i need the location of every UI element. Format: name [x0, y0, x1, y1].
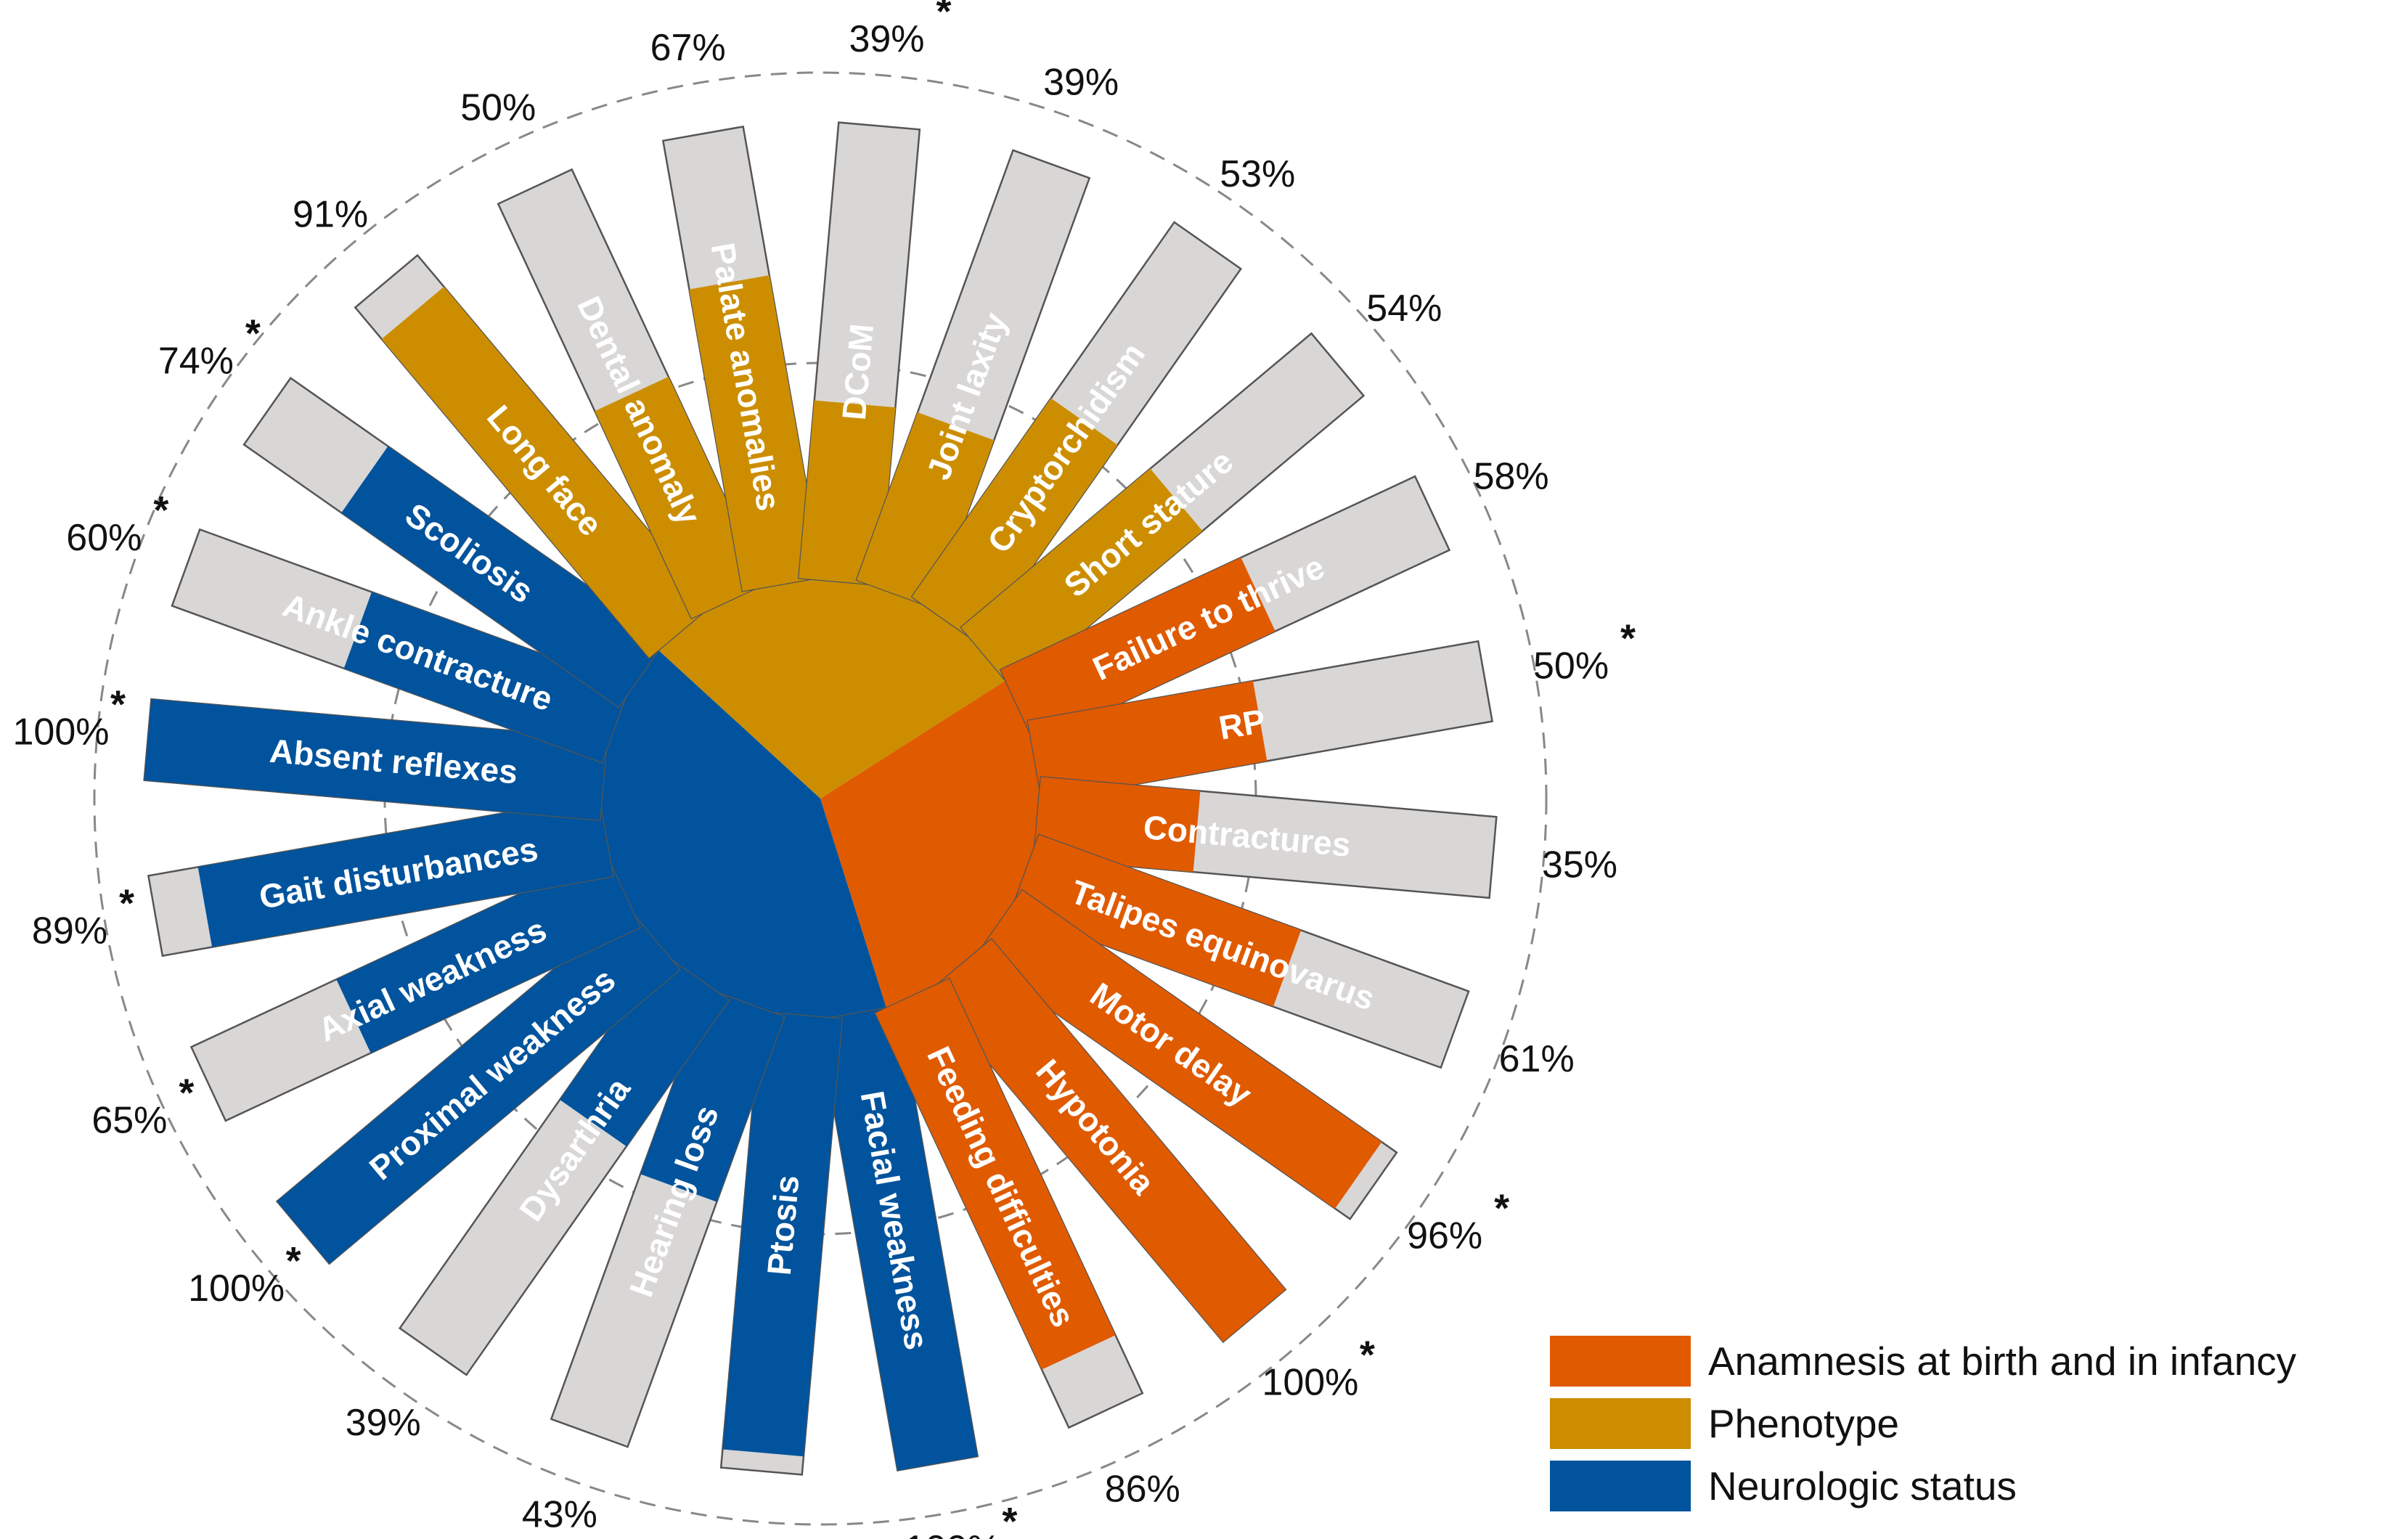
- bar-facial-weakness: [817, 1005, 979, 1472]
- value-label-dental-anomaly: 50%: [460, 86, 536, 128]
- value-label-gait-disturbances: 89%: [32, 910, 107, 952]
- bar-axial-weakness: [189, 852, 642, 1122]
- bar-fill-proximal-weakness: [277, 907, 680, 1264]
- bar-label-dcom: DCoM: [835, 322, 881, 422]
- bar-fill-ptosis: [722, 1011, 842, 1457]
- legend-swatch-phenotype: [1550, 1398, 1691, 1449]
- value-label-talipes-equinovarus: 61%: [1499, 1038, 1575, 1080]
- significance-star-dcom: *: [936, 0, 952, 33]
- bar-fill-facial-weakness: [817, 1005, 978, 1471]
- legend-item-phenotype: Phenotype: [1550, 1392, 2296, 1455]
- value-label-dysarthria: 39%: [346, 1402, 421, 1444]
- significance-star-gait-disturbances: *: [119, 881, 134, 925]
- bar-fill-axial-weakness: [336, 854, 640, 1053]
- legend-swatch-anamnesis: [1550, 1336, 1691, 1387]
- bar-fill-gait-disturbances: [197, 796, 613, 947]
- value-label-motor-delay: 96%: [1407, 1215, 1482, 1257]
- bar-feeding-difficulties: [874, 977, 1144, 1429]
- bar-gait-disturbances: [147, 795, 614, 958]
- value-labels: 100%*96%43%39%100%*65%*89%*100%*60%*74%*…: [12, 0, 1636, 1539]
- value-label-proximal-weakness: 100%: [188, 1267, 285, 1310]
- bar-rp: [1027, 640, 1494, 802]
- value-label-dcom: 39%: [849, 18, 924, 60]
- significance-star-rp: *: [1620, 617, 1636, 661]
- bar-ptosis: [719, 1011, 843, 1476]
- bar-palate-anomalies: [661, 125, 824, 592]
- value-label-palate-anomalies: 67%: [650, 27, 726, 69]
- value-label-rp: 50%: [1533, 645, 1609, 687]
- value-label-ptosis: 96%: [716, 1537, 791, 1539]
- legend-label-phenotype: Phenotype: [1708, 1401, 1899, 1446]
- bar-fill-motor-delay: [975, 890, 1382, 1209]
- legend-item-neurologic: Neurologic status: [1550, 1455, 2296, 1517]
- value-label-contractures: 35%: [1542, 844, 1617, 886]
- bar-proximal-weakness: [275, 906, 681, 1265]
- significance-star-axial-weakness: *: [179, 1071, 194, 1115]
- bar-fill-absent-reflexes: [144, 699, 608, 820]
- bar-failure-to-thrive: [999, 475, 1451, 745]
- value-label-absent-reflexes: 100%: [12, 711, 109, 753]
- bar-joint-laxity: [855, 149, 1091, 609]
- significance-star-facial-weakness: *: [1002, 1500, 1017, 1539]
- value-label-scoliosis: 74%: [158, 340, 234, 383]
- bar-talipes-equinovarus: [1010, 833, 1470, 1069]
- bar-label-ptosis: Ptosis: [760, 1174, 807, 1277]
- significance-star-ankle-contracture: *: [153, 489, 168, 532]
- bar-fill-dysarthria: [560, 953, 729, 1147]
- bar-fill-cryptorchidism: [912, 398, 1118, 644]
- legend-label-neurologic: Neurologic status: [1708, 1464, 2017, 1509]
- bar-fill-palate-anomalies: [689, 275, 823, 592]
- bar-absent-reflexes: [143, 698, 608, 821]
- significance-star-absent-reflexes: *: [110, 682, 126, 726]
- bar-fill-talipes-equinovarus: [1011, 834, 1302, 1007]
- value-label-failure-to-thrive: 58%: [1474, 455, 1549, 497]
- legend-swatch-neurologic: [1550, 1461, 1691, 1511]
- bar-fill-scoliosis: [341, 446, 666, 707]
- value-label-short-stature: 54%: [1366, 287, 1442, 330]
- bar-hypotonia: [928, 938, 1287, 1344]
- bar-short-stature: [960, 332, 1366, 691]
- bar-label-group-rp: RP: [1216, 701, 1268, 746]
- bar-ankle-contracture: [171, 528, 631, 764]
- bar-fill-hearing-loss: [640, 989, 785, 1202]
- bar-fill-joint-laxity: [856, 412, 995, 608]
- bar-label-group-ptosis: Ptosis: [760, 1174, 807, 1277]
- value-label-ankle-contracture: 60%: [66, 517, 142, 559]
- bar-dental-anomaly: [497, 168, 767, 620]
- bar-fill-failure-to-thrive: [1000, 558, 1276, 743]
- bars: [143, 121, 1498, 1476]
- value-label-axial-weakness: 65%: [91, 1100, 167, 1142]
- value-label-feeding-difficulties: 86%: [1105, 1469, 1180, 1511]
- legend-label-anamnesis: Anamnesis at birth and in infancy: [1708, 1339, 2297, 1384]
- bar-label-group-dcom: DCoM: [835, 322, 881, 422]
- bar-fill-rp: [1027, 681, 1268, 801]
- value-label-hearing-loss: 43%: [522, 1494, 597, 1536]
- bar-dysarthria: [398, 952, 730, 1376]
- bar-fill-hypotonia: [928, 939, 1286, 1342]
- significance-star-proximal-weakness: *: [286, 1239, 301, 1283]
- significance-star-motor-delay: *: [1494, 1186, 1509, 1230]
- value-label-long-face: 91%: [293, 194, 368, 236]
- bar-fill-short-stature: [960, 468, 1203, 690]
- bar-fill-ankle-contracture: [343, 592, 630, 763]
- bar-motor-delay: [974, 889, 1398, 1221]
- bar-fill-feeding-difficulties: [876, 979, 1116, 1370]
- value-label-facial-weakness: 100%: [905, 1528, 1001, 1539]
- legend: Anamnesis at birth and in infancy Phenot…: [1550, 1330, 2296, 1517]
- bar-cryptorchidism: [910, 221, 1243, 645]
- bar-long-face: [354, 253, 713, 659]
- value-label-joint-laxity: 39%: [1043, 61, 1119, 103]
- significance-star-scoliosis: *: [245, 312, 261, 356]
- value-label-cryptorchidism: 53%: [1220, 153, 1295, 195]
- bar-fill-long-face: [381, 287, 712, 658]
- significance-star-hypotonia: *: [1360, 1333, 1375, 1376]
- bar-fill-dental-anomaly: [595, 376, 765, 619]
- value-label-hypotonia: 100%: [1262, 1361, 1358, 1403]
- bar-hearing-loss: [550, 988, 785, 1448]
- legend-item-anamnesis: Anamnesis at birth and in infancy: [1550, 1330, 2296, 1392]
- bar-label-rp: RP: [1216, 701, 1268, 746]
- guide-ring-2: [93, 71, 1548, 1526]
- bar-scoliosis: [242, 376, 667, 709]
